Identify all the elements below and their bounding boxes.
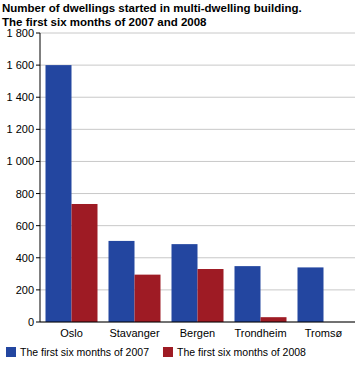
bar [235,266,261,322]
tick-mark [36,322,40,323]
category-label: Oslo [60,327,83,339]
tick-mark [36,33,40,34]
legend-item: The first six months of 2007 [6,346,149,358]
bar [46,65,72,322]
tick-label: 800 [16,188,34,200]
tick-label: 1 800 [6,27,34,39]
tick-label: 200 [16,284,34,296]
bar [135,275,161,322]
bar [72,204,98,322]
category-label: Bergen [180,327,215,339]
category-label: Trondheim [234,327,286,339]
tick-label: 1 400 [6,91,34,103]
legend-swatch [163,347,173,357]
grid-line [40,322,355,323]
grid-line [40,33,355,34]
tick-mark [36,65,40,66]
bar [198,269,224,322]
tick-label: 1 200 [6,123,34,135]
tick-mark [36,225,40,226]
grid-line [40,193,355,194]
legend-label: The first six months of 2008 [177,346,306,358]
tick-mark [36,97,40,98]
tick-mark [36,257,40,258]
tick-label: 1 000 [6,155,34,167]
bars [46,65,324,322]
bar [109,241,135,322]
category-label: Tromsø [305,327,343,339]
grid-line [40,97,355,98]
tick-mark [36,129,40,130]
bar [261,317,287,322]
grid-line [40,65,355,66]
legend-swatch [6,347,16,357]
legend-item: The first six months of 2008 [163,346,306,358]
y-axis [40,33,41,322]
bar [172,244,198,322]
tick-mark [36,289,40,290]
tick-label: 600 [16,220,34,232]
bar [298,267,324,322]
category-label: Stavanger [109,327,159,339]
grid-line [40,161,355,162]
legend-label: The first six months of 2007 [20,346,149,358]
tick-label: 1 600 [6,59,34,71]
grid-line [40,129,355,130]
tick-label: 400 [16,252,34,264]
x-axis [40,322,355,323]
title: Number of dwellings started in multi-dwe… [2,2,302,14]
tick-mark [36,161,40,162]
tick-mark [36,193,40,194]
tick-label: 0 [28,316,34,328]
